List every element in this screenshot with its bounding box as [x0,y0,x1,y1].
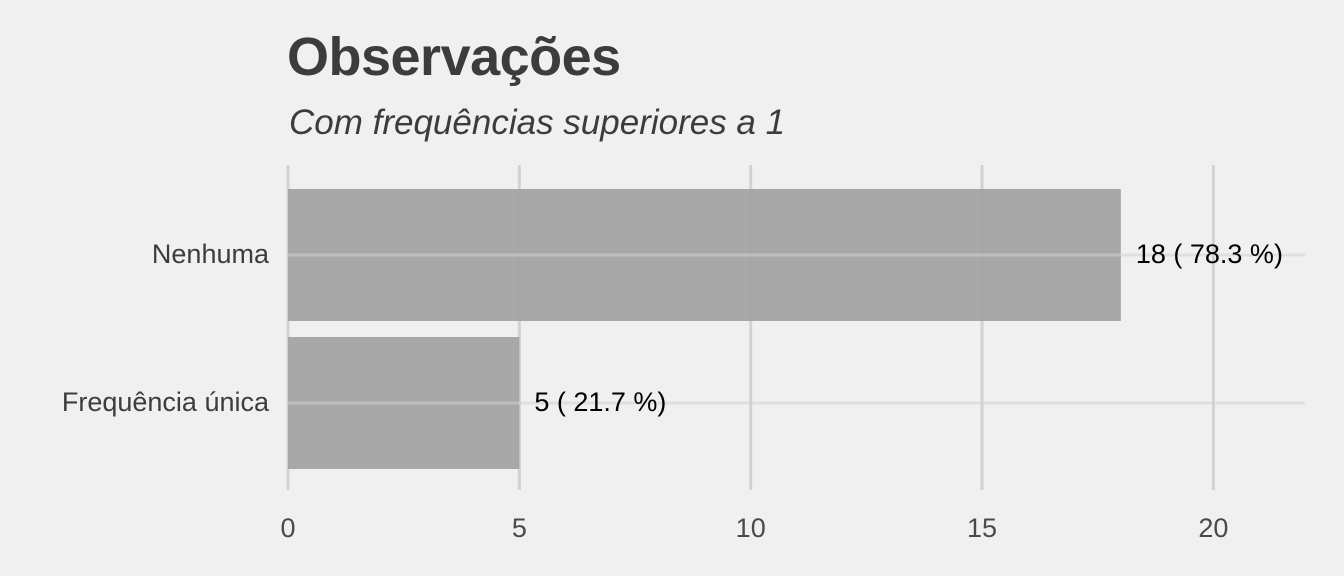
x-tick-label: 20 [1198,513,1228,543]
x-tick-label: 15 [967,513,997,543]
bar-data-label: 5 ( 21.7 %) [534,387,666,417]
x-tick-label: 10 [736,513,766,543]
x-tick-label: 5 [512,513,527,543]
bars [288,189,1121,469]
x-tick-label: 0 [280,513,295,543]
chart-subtitle: Com frequências superiores a 1 [289,103,786,142]
bar-data-label: 18 ( 78.3 %) [1136,239,1283,269]
category-labels: Nenhuma Frequência única [62,239,270,417]
x-tick-labels: 0 5 10 15 20 [280,513,1228,543]
category-grid-lines [288,253,1305,405]
category-label: Nenhuma [152,239,270,269]
chart-title: Observações [287,27,621,87]
data-labels: 18 ( 78.3 %) 5 ( 21.7 %) [534,239,1283,417]
category-label: Frequência única [62,387,270,417]
